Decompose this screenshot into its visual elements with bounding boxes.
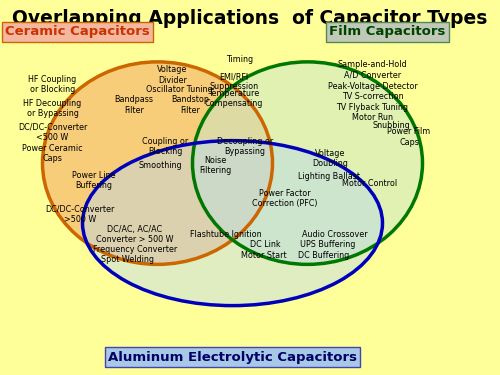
Text: Ceramic Capacitors: Ceramic Capacitors — [5, 26, 150, 38]
Ellipse shape — [82, 141, 382, 306]
Text: Overlapping Applications  of Capacitor Types: Overlapping Applications of Capacitor Ty… — [12, 9, 488, 28]
Text: Snubbing: Snubbing — [372, 122, 410, 130]
Text: Power Film
Caps: Power Film Caps — [388, 127, 430, 147]
Text: Frequency Converter: Frequency Converter — [93, 245, 177, 254]
Text: Power Ceramic
Caps: Power Ceramic Caps — [22, 144, 83, 164]
Text: Motor Run: Motor Run — [352, 112, 393, 122]
Text: DC/DC-Converter
<500 W: DC/DC-Converter <500 W — [18, 123, 87, 142]
Text: Power Factor
Correction (PFC): Power Factor Correction (PFC) — [252, 189, 318, 209]
Text: EMI/RFI
Suppression: EMI/RFI Suppression — [210, 72, 258, 92]
Text: Lighting Ballast: Lighting Ballast — [298, 172, 360, 181]
Text: TV S-correction: TV S-correction — [342, 92, 404, 101]
Ellipse shape — [42, 62, 272, 264]
Text: HF Coupling
or Blocking: HF Coupling or Blocking — [28, 75, 76, 94]
Text: Timing: Timing — [226, 56, 254, 64]
Text: DC Link: DC Link — [250, 240, 280, 249]
Text: Bandpass
Filter: Bandpass Filter — [114, 95, 154, 115]
Text: Motor Start: Motor Start — [241, 251, 287, 260]
Text: Aluminum Electrolytic Capacitors: Aluminum Electrolytic Capacitors — [108, 351, 357, 363]
Text: Audio Crossover: Audio Crossover — [302, 230, 368, 239]
Text: HF Decoupling
or Bypassing: HF Decoupling or Bypassing — [24, 99, 82, 118]
Text: Oscillator Tuning: Oscillator Tuning — [146, 86, 212, 94]
Text: DC/DC-Converter
>500 W: DC/DC-Converter >500 W — [46, 205, 114, 224]
Text: Noise
Filtering: Noise Filtering — [199, 156, 231, 176]
Text: Peak-Voltage Detector: Peak-Voltage Detector — [328, 82, 418, 91]
Text: DC/AC, AC/AC
Converter > 500 W: DC/AC, AC/AC Converter > 500 W — [96, 225, 174, 244]
Text: Film Capacitors: Film Capacitors — [330, 26, 446, 38]
Text: Power Line
Buffering: Power Line Buffering — [72, 171, 116, 190]
Text: Coupling or
Blocking: Coupling or Blocking — [142, 136, 188, 156]
Text: Sample-and-Hold
A/D Converter: Sample-and-Hold A/D Converter — [338, 60, 407, 79]
Text: Voltage
Divider: Voltage Divider — [158, 65, 188, 85]
Text: Decoupling or
Bypassing: Decoupling or Bypassing — [217, 136, 273, 156]
Text: Spot Welding: Spot Welding — [101, 255, 154, 264]
Text: Smoothing: Smoothing — [138, 161, 182, 170]
Text: Flashtube Ignition: Flashtube Ignition — [190, 230, 262, 239]
Text: UPS Buffering: UPS Buffering — [300, 240, 355, 249]
Ellipse shape — [192, 62, 422, 264]
Text: DC Buffering: DC Buffering — [298, 251, 350, 260]
Text: Temperature
Compensating: Temperature Compensating — [205, 89, 263, 108]
Text: Voltage
Doubling: Voltage Doubling — [312, 148, 348, 168]
Text: Bandstop
Filter: Bandstop Filter — [171, 95, 209, 115]
Text: Motor Control: Motor Control — [342, 179, 398, 188]
Text: TV Flyback Tuning: TV Flyback Tuning — [336, 103, 408, 112]
